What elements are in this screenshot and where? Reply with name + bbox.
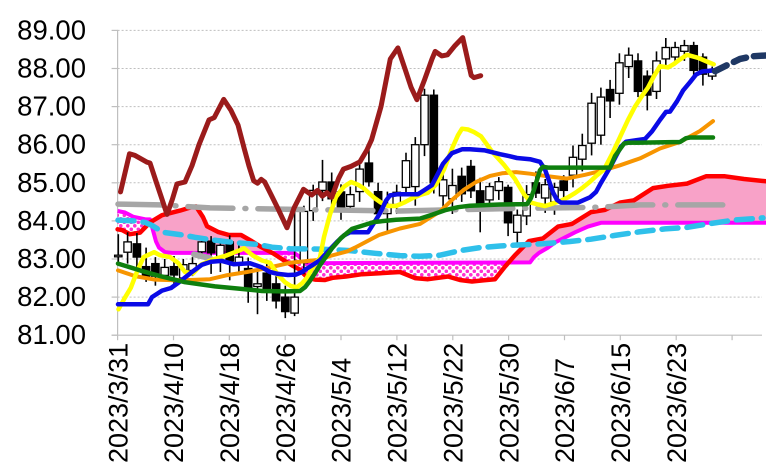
svg-text:2023/4/18: 2023/4/18 [215,343,245,463]
svg-text:83.00: 83.00 [17,243,86,274]
svg-text:2023/5/4: 2023/5/4 [327,358,357,463]
svg-text:88.00: 88.00 [17,53,86,84]
svg-text:81.00: 81.00 [17,319,86,350]
svg-text:2023/5/30: 2023/5/30 [494,343,524,463]
svg-text:2023/6/15: 2023/6/15 [606,343,636,463]
svg-text:2023/4/26: 2023/4/26 [271,343,301,463]
svg-text:89.00: 89.00 [17,14,86,45]
svg-text:2023/6/7: 2023/6/7 [550,358,580,463]
svg-text:85.00: 85.00 [17,167,86,198]
svg-text:84.00: 84.00 [17,205,86,236]
svg-text:2023/4/10: 2023/4/10 [159,343,189,463]
svg-text:86.00: 86.00 [17,129,86,160]
svg-text:2023/5/12: 2023/5/12 [383,343,413,463]
svg-text:2023/6/23: 2023/6/23 [662,343,692,463]
svg-text:82.00: 82.00 [17,281,86,312]
svg-text:2023/3/31: 2023/3/31 [103,343,133,463]
svg-text:2023/5/22: 2023/5/22 [439,343,469,463]
svg-text:87.00: 87.00 [17,91,86,122]
